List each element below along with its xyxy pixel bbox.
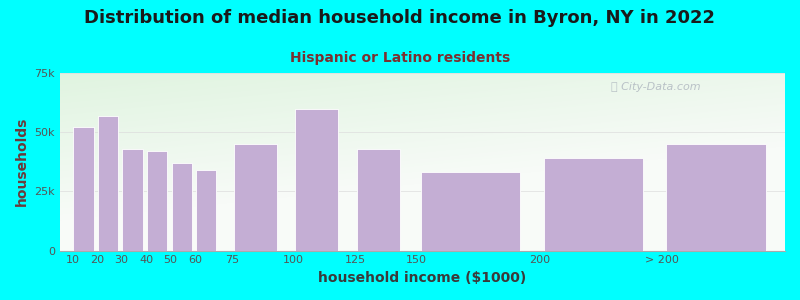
Bar	[357, 149, 400, 250]
Bar	[74, 128, 94, 250]
Bar	[122, 149, 142, 250]
Bar	[295, 109, 338, 250]
Bar	[543, 158, 643, 250]
Bar	[171, 163, 192, 250]
Bar	[98, 116, 118, 250]
Text: Distribution of median household income in Byron, NY in 2022: Distribution of median household income …	[85, 9, 715, 27]
Bar	[666, 144, 766, 250]
Bar	[196, 170, 217, 250]
Text: ⓘ City-Data.com: ⓘ City-Data.com	[611, 82, 701, 92]
Text: Hispanic or Latino residents: Hispanic or Latino residents	[290, 51, 510, 65]
Bar	[421, 172, 520, 250]
Bar	[234, 144, 277, 250]
X-axis label: household income ($1000): household income ($1000)	[318, 271, 526, 285]
Y-axis label: households: households	[15, 117, 29, 206]
Bar	[147, 151, 167, 250]
